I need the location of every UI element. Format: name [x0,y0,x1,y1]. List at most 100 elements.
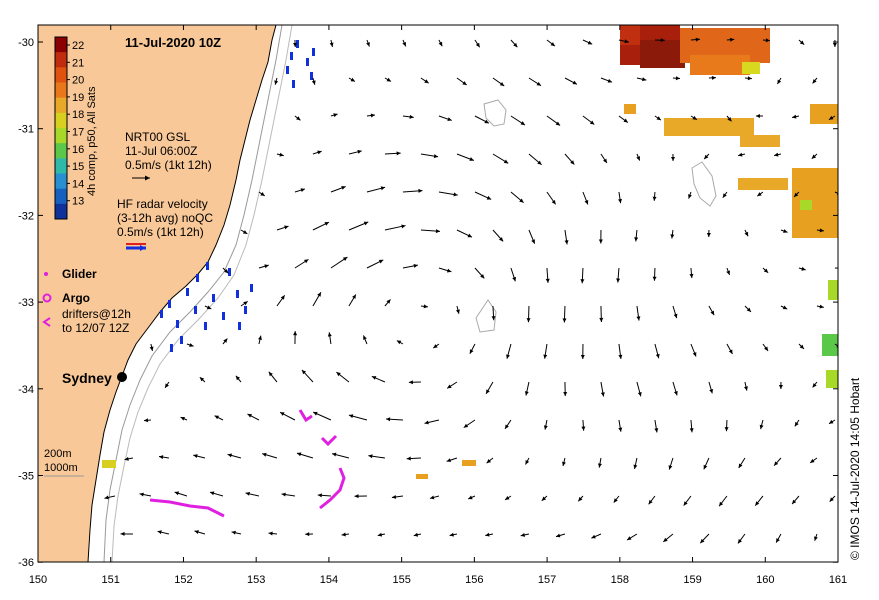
current-vector-head [391,494,397,499]
current-vector-head [531,239,535,244]
current-vector-head [475,42,480,48]
current-vector-head [462,81,467,86]
current-vector-head [467,233,473,238]
colorbar-tick-label: 20 [72,75,84,87]
current-vector-head [408,380,413,385]
current-vector-head [543,425,548,430]
current-vector-head [599,317,604,322]
glider-label: Glider [62,267,97,281]
current-vector-head [435,229,441,234]
current-vector-head [727,116,732,122]
copyright-credit: © IMOS 14-Jul-2020 14:05 Hobart [848,377,862,560]
hf-radar-vector [306,58,309,66]
current-vector-head [413,532,419,537]
colorbar-swatch [55,128,67,144]
current-vector-head [433,344,438,349]
current-vector-head [235,375,240,381]
current-vector-head [710,310,715,316]
lon-tick-label: 155 [392,574,410,586]
current-vector-head [386,77,392,82]
lon-tick-label: 157 [538,574,556,586]
current-vector-head [280,295,285,300]
current-vector-head [550,42,555,47]
current-vector-head [301,369,307,375]
hf-radar-vector [194,306,197,314]
current-vector-head [564,240,569,245]
current-vector-head [189,343,194,347]
current-vector-head [209,491,215,496]
current-vector-head [627,536,632,541]
current-vector-head [618,354,623,359]
current-vector-head [503,159,509,164]
current-vector-head [580,354,585,359]
current-vector-head [728,349,733,354]
current-vector-head [673,313,678,319]
current-vector-head [485,532,490,537]
current-vector-head [120,531,125,536]
glider-symbol [44,272,48,276]
current-vector-head [469,157,474,161]
current-vector-head [406,456,411,461]
current-vector-head [600,392,605,397]
current-vector-head [199,377,205,382]
lon-tick-label: 161 [829,574,847,586]
current-vector-head [668,465,673,470]
lon-tick-label: 159 [683,574,701,586]
current-vector-head [366,42,370,47]
gsl-current-vectors [104,37,838,544]
current-vector-head [792,114,797,119]
current-vector-head [624,39,629,44]
current-vector-head [652,196,657,201]
isobath-1000m-label: 1000m [44,462,78,474]
current-vector-head [634,237,639,242]
colorbar-tick-label: 14 [72,178,84,190]
hf-radar-vector [290,52,293,60]
current-vector-head [281,492,286,497]
lon-tick-label: 160 [756,574,774,586]
current-vector-head [505,424,509,429]
hf-radar-vector [238,322,241,330]
current-vector-head [468,495,473,500]
current-vector-head [828,115,834,120]
lat-axis: -30 -31 -32 -33 -34 -35 -36 [18,37,838,569]
hf-radar-vector [250,284,253,292]
current-vector-head [689,428,694,433]
current-vector-head [623,118,628,123]
current-vector-head [300,188,305,193]
hf-radar-vector [180,336,183,344]
current-vector-head [159,455,164,460]
current-vector-head [336,372,341,377]
current-vector-head [491,316,496,321]
isobath-1000m [111,25,293,562]
current-vector-head [755,113,760,118]
colorbar-swatch [55,97,67,114]
current-vector-head [695,37,700,42]
current-vector-head [279,152,284,157]
seamount-contour [483,99,507,127]
current-vector-head [317,150,322,155]
current-vector-head [652,276,657,281]
current-vector-head [673,390,678,396]
current-vector-head [311,80,316,85]
current-vector-head [670,156,675,161]
argo-symbol [42,293,52,303]
current-vector-head [829,419,834,424]
lon-axis: 150 151 152 153 154 155 156 157 158 159 160 161 [29,25,847,586]
current-vector-head [578,496,583,502]
current-vector-head [341,532,346,537]
current-vector-head [738,463,743,468]
current-vector-head [764,346,769,351]
current-vector-head [543,354,548,359]
hf-radar-vector [206,262,209,270]
current-vector-head [757,192,762,197]
current-vector-head [377,532,383,537]
current-vector-head [794,192,799,197]
lat-tick-label: -31 [18,124,34,136]
seamount-contour [475,299,497,333]
current-vector-head [706,232,711,237]
colorbar-swatch [55,37,67,53]
current-vector-head [541,496,547,501]
current-vector-head [670,234,675,239]
current-vector-head [811,154,817,159]
current-vector-head [258,335,262,340]
